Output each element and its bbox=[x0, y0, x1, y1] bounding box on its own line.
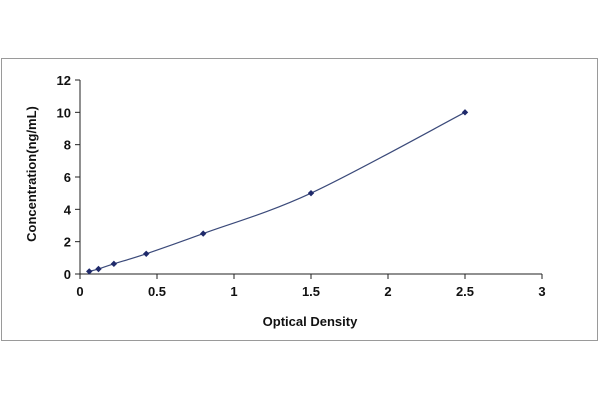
fit-curve-group bbox=[89, 111, 466, 272]
data-point bbox=[86, 268, 93, 275]
data-points bbox=[86, 109, 469, 275]
x-tick-label: 1 bbox=[230, 284, 237, 299]
y-tick-label: 6 bbox=[64, 170, 71, 185]
y-tick-label: 10 bbox=[57, 105, 71, 120]
x-tick-label: 3 bbox=[538, 284, 545, 299]
y-tick-label: 4 bbox=[64, 202, 72, 217]
data-point bbox=[110, 260, 118, 268]
data-point bbox=[143, 250, 150, 257]
data-point bbox=[200, 230, 207, 237]
axes: 0 0.5 1 1.5 2 2.5 3 0 2 4 6 8 10 12 bbox=[57, 73, 546, 299]
data-point bbox=[95, 265, 102, 273]
x-tick-label: 2 bbox=[384, 284, 391, 299]
chart-frame bbox=[1, 58, 598, 341]
y-tick-label: 8 bbox=[64, 138, 71, 153]
x-tick-label: 0.5 bbox=[148, 284, 166, 299]
y-tick-label: 0 bbox=[64, 267, 71, 282]
y-tick-label: 2 bbox=[64, 235, 71, 250]
fit-curve bbox=[89, 111, 466, 272]
data-point bbox=[307, 189, 315, 197]
y-tick-label: 12 bbox=[57, 73, 71, 88]
x-tick-label: 1.5 bbox=[302, 284, 320, 299]
data-point bbox=[461, 109, 469, 116]
x-tick-label: 0 bbox=[76, 284, 83, 299]
x-axis-title: Optical Density bbox=[263, 314, 358, 329]
x-tick-label: 2.5 bbox=[456, 284, 474, 299]
y-axis-title: Concentration(ng/mL) bbox=[24, 106, 39, 242]
